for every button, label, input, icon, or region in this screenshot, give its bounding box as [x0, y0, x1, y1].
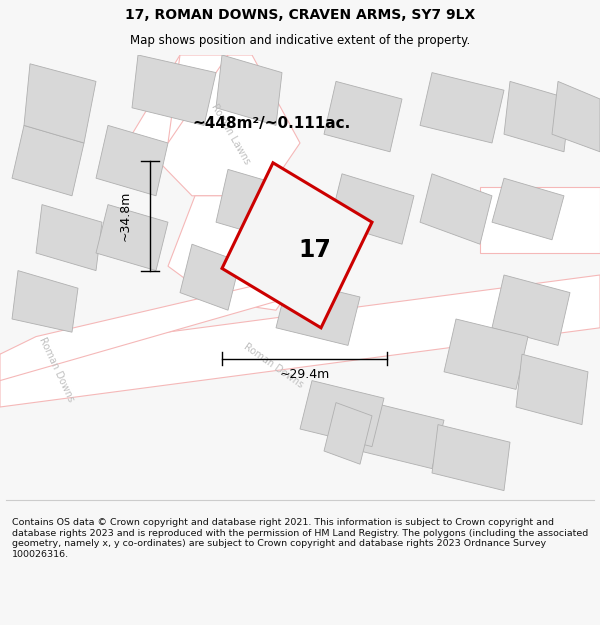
Polygon shape: [324, 81, 402, 152]
Polygon shape: [432, 424, 510, 491]
Polygon shape: [276, 279, 360, 346]
Polygon shape: [516, 354, 588, 424]
Polygon shape: [96, 204, 168, 271]
Polygon shape: [360, 402, 444, 469]
Polygon shape: [0, 275, 300, 381]
Polygon shape: [300, 381, 384, 447]
Polygon shape: [324, 402, 372, 464]
Text: Contains OS data © Crown copyright and database right 2021. This information is : Contains OS data © Crown copyright and d…: [12, 518, 588, 559]
Text: 17, ROMAN DOWNS, CRAVEN ARMS, SY7 9LX: 17, ROMAN DOWNS, CRAVEN ARMS, SY7 9LX: [125, 8, 475, 22]
Polygon shape: [96, 126, 168, 196]
Polygon shape: [420, 72, 504, 143]
Text: Roman Downs: Roman Downs: [38, 336, 76, 404]
Polygon shape: [492, 275, 570, 346]
Polygon shape: [180, 244, 240, 310]
Text: Roman Downs: Roman Downs: [241, 341, 305, 389]
Polygon shape: [552, 81, 600, 152]
Polygon shape: [444, 319, 528, 389]
Polygon shape: [168, 55, 228, 143]
Text: Map shows position and indicative extent of the property.: Map shows position and indicative extent…: [130, 34, 470, 48]
Polygon shape: [222, 162, 372, 328]
Polygon shape: [0, 275, 600, 407]
Text: ~29.4m: ~29.4m: [280, 368, 329, 381]
Polygon shape: [168, 196, 300, 310]
Polygon shape: [24, 64, 96, 143]
Text: ~34.8m: ~34.8m: [119, 191, 132, 241]
Polygon shape: [420, 174, 492, 244]
Text: Roman Lawns: Roman Lawns: [209, 102, 253, 166]
Text: ~448m²/~0.111ac.: ~448m²/~0.111ac.: [192, 116, 350, 131]
Polygon shape: [330, 174, 414, 244]
Polygon shape: [216, 169, 288, 240]
Polygon shape: [492, 178, 564, 240]
Polygon shape: [12, 271, 78, 332]
Polygon shape: [132, 55, 300, 196]
Polygon shape: [504, 81, 570, 152]
Polygon shape: [132, 55, 216, 126]
Polygon shape: [216, 55, 282, 126]
Polygon shape: [480, 187, 600, 253]
Polygon shape: [36, 204, 102, 271]
Text: 17: 17: [299, 238, 331, 262]
Polygon shape: [12, 126, 84, 196]
